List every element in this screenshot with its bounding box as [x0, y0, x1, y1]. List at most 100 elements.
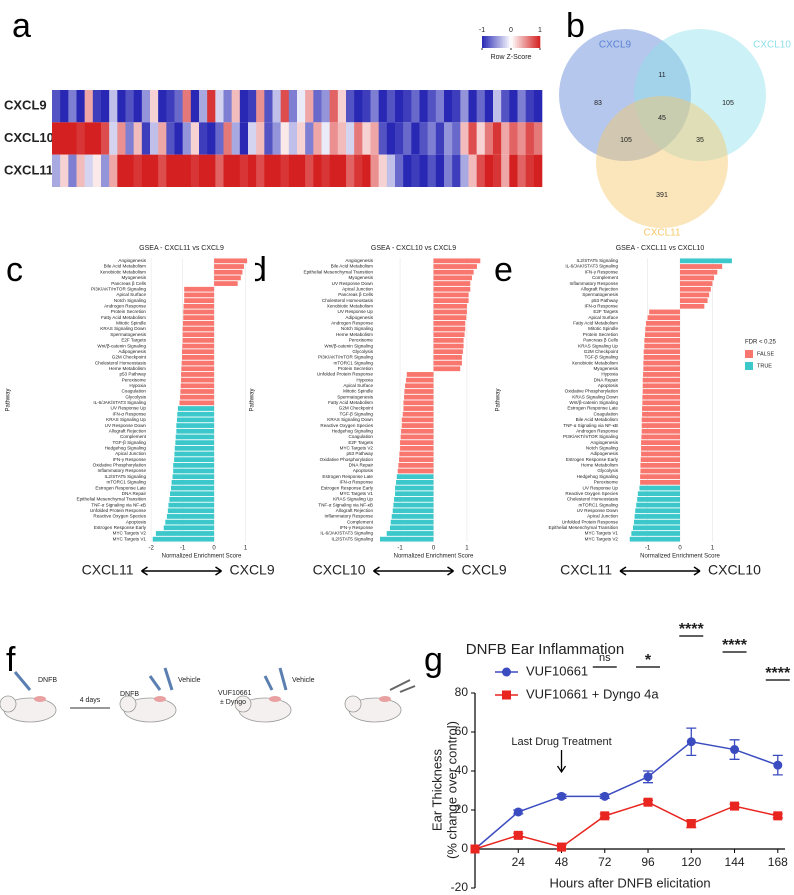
- heat-cell: [493, 154, 502, 187]
- heat-cell: [509, 122, 518, 155]
- heat-cell: [272, 122, 281, 155]
- heat-cell: [60, 122, 69, 155]
- bar: [182, 332, 215, 338]
- y-axis-label: Ear Thickness: [429, 748, 444, 831]
- heat-cell: [133, 154, 143, 187]
- pathway-label: Fatty Acid Metabolism: [328, 400, 373, 405]
- legend-marker: [502, 667, 511, 677]
- pathway-label: Heme Metabolism: [581, 463, 618, 468]
- bar: [680, 258, 732, 264]
- pathway-label: Cholesterol Homeostasis: [322, 298, 374, 303]
- bar: [644, 332, 680, 338]
- heat-cell: [256, 122, 265, 155]
- pathway-label: UV Response Down: [332, 281, 374, 286]
- bar: [680, 269, 718, 275]
- bar: [680, 264, 723, 269]
- heat-cell: [337, 154, 347, 187]
- heat-cell: [476, 90, 486, 123]
- heat-cell: [215, 90, 224, 123]
- bar: [175, 440, 215, 445]
- bar: [433, 269, 474, 275]
- bar: [170, 491, 215, 497]
- pathway-label: Bile Acid Metabolism: [104, 264, 147, 269]
- bar: [680, 281, 713, 286]
- heat-cell: [484, 154, 494, 187]
- pathway-label: KRAS Signaling Down: [100, 326, 146, 331]
- pathway-label: Estrogen Response Late: [95, 485, 146, 490]
- heat-cell: [297, 90, 306, 123]
- bar: [403, 406, 434, 411]
- bar: [433, 360, 462, 366]
- x-axis-label: Normalized Enrichment Score: [162, 554, 242, 560]
- heat-cell: [68, 154, 77, 187]
- heat-cell: [452, 122, 461, 155]
- bar: [394, 497, 434, 502]
- bar: [640, 474, 680, 480]
- bar: [214, 258, 248, 264]
- bar: [631, 531, 680, 536]
- heat-cell: [264, 122, 273, 155]
- row-label: CXCL11: [4, 162, 53, 177]
- x-axis-label: Normalized Enrichment Score: [394, 554, 474, 560]
- pathway-label: DNA Repair: [122, 491, 147, 496]
- heat-cell: [313, 122, 322, 155]
- heat-cell: [158, 90, 167, 123]
- pathway-label: IFN-α Response: [112, 411, 146, 416]
- legend-title: FDR < 0.25: [745, 340, 777, 346]
- heat-cell: [125, 122, 134, 155]
- heat-cell: [190, 90, 200, 123]
- pathway-label: TNF-α Signaling via NF-κB: [91, 502, 146, 507]
- pathway-label: Pancreas β Cells: [583, 338, 619, 343]
- bar: [433, 332, 465, 338]
- bar: [171, 479, 215, 485]
- bar: [635, 508, 680, 514]
- bar: [181, 360, 215, 366]
- heat-cell: [207, 90, 216, 123]
- heat-cell: [321, 154, 330, 187]
- mouse: [0, 695, 57, 723]
- bar: [400, 434, 434, 440]
- bar: [649, 309, 680, 315]
- bar: [214, 264, 244, 269]
- heat-cell: [370, 122, 379, 155]
- bar: [183, 315, 215, 321]
- heat-cell: [509, 90, 518, 123]
- bar: [180, 394, 215, 400]
- bar: [170, 485, 215, 491]
- pathway-label: IFN-α Response: [339, 480, 373, 485]
- heat-cell: [150, 90, 159, 123]
- bar: [680, 286, 711, 292]
- bar: [184, 298, 215, 303]
- bar: [177, 411, 215, 417]
- y-tick-label: -20: [451, 880, 469, 894]
- pathway-label: Hypoxia: [601, 372, 618, 377]
- y-tick-label: 60: [455, 724, 469, 738]
- point: [730, 801, 740, 811]
- chart-title: GSEA - CXCL11 vs CXCL10: [616, 245, 705, 252]
- color-key-cell: [482, 36, 485, 48]
- pathway-label: Adipogenesis: [590, 451, 618, 456]
- bar: [176, 428, 215, 434]
- color-key-cell: [534, 36, 537, 48]
- bar: [181, 366, 215, 372]
- pathway-label: Wnt/β-catenin Signaling: [97, 343, 146, 348]
- heat-cell: [321, 90, 330, 123]
- pathway-label: Apical Surface: [343, 383, 373, 388]
- bar: [643, 349, 680, 355]
- point: [513, 807, 523, 817]
- series-line: [474, 740, 779, 850]
- heat-cell: [525, 154, 535, 187]
- bar: [641, 423, 680, 428]
- heat-cell: [533, 122, 543, 155]
- heat-cell: [182, 154, 192, 187]
- heat-cell: [525, 90, 535, 123]
- point: [557, 842, 567, 852]
- heat-cell: [468, 90, 477, 123]
- color-key-tick: 0: [509, 27, 513, 34]
- color-key-cell: [503, 36, 506, 48]
- legend-label: VUF10661 + Dyngo 4a: [526, 686, 659, 701]
- chart-title: DNFB Ear Inflammation: [466, 641, 624, 658]
- bar: [644, 343, 680, 349]
- point: [557, 791, 567, 801]
- pathway-label: KRAS Signaling Down: [327, 417, 373, 422]
